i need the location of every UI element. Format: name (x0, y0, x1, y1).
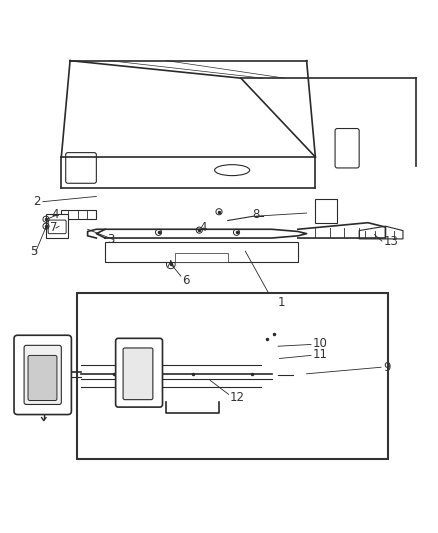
Text: 13: 13 (383, 235, 398, 248)
Text: 5: 5 (30, 245, 37, 257)
Polygon shape (175, 253, 228, 262)
Bar (315, 199, 337, 223)
Text: 1: 1 (278, 296, 286, 309)
Text: 2: 2 (33, 195, 40, 208)
Text: 4: 4 (52, 208, 59, 221)
Text: 4: 4 (199, 221, 207, 233)
FancyBboxPatch shape (123, 348, 153, 400)
Text: 7: 7 (50, 221, 58, 235)
Text: 10: 10 (313, 337, 328, 350)
Polygon shape (46, 214, 68, 238)
FancyBboxPatch shape (116, 338, 162, 407)
Text: 3: 3 (107, 233, 115, 246)
Text: 9: 9 (383, 361, 391, 374)
Text: 6: 6 (182, 274, 189, 287)
Text: 8: 8 (252, 208, 259, 221)
Polygon shape (293, 369, 307, 381)
Polygon shape (261, 341, 278, 385)
FancyBboxPatch shape (335, 128, 359, 168)
FancyBboxPatch shape (66, 152, 96, 183)
FancyBboxPatch shape (48, 220, 66, 233)
Bar (263, 354, 275, 372)
Text: 12: 12 (230, 391, 245, 405)
Polygon shape (105, 243, 298, 262)
FancyBboxPatch shape (14, 335, 71, 415)
Polygon shape (359, 226, 403, 239)
FancyBboxPatch shape (28, 356, 57, 400)
Text: 11: 11 (313, 348, 328, 361)
Bar (77, 293, 388, 459)
FancyBboxPatch shape (24, 345, 61, 405)
Polygon shape (61, 211, 96, 219)
